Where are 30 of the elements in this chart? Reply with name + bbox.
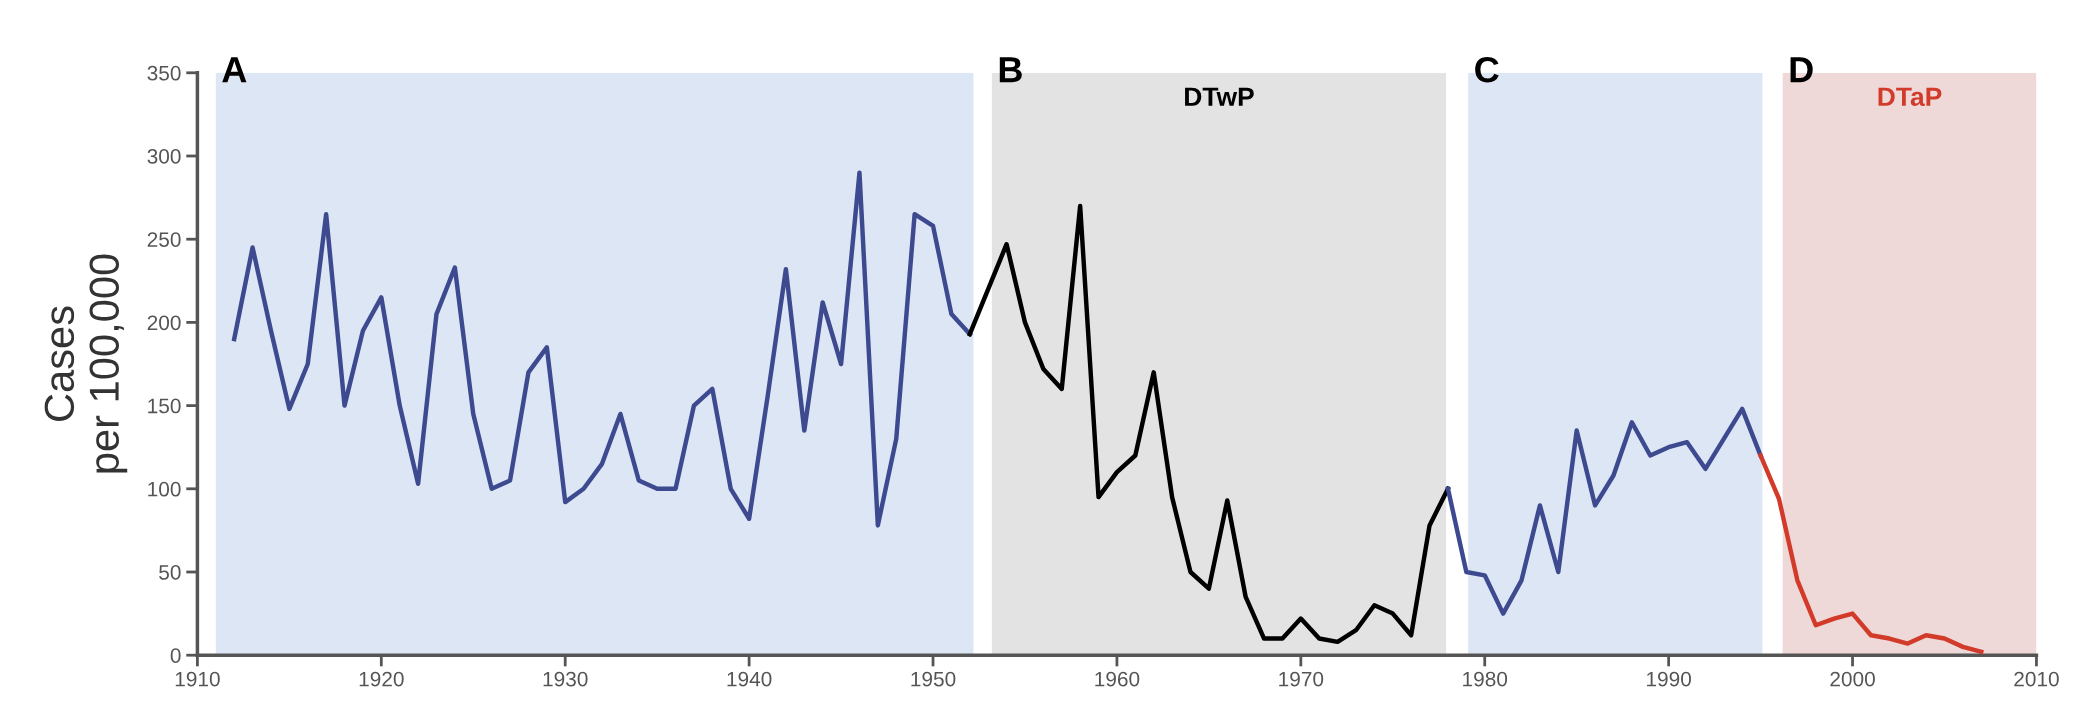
y-tick-label: 350 (147, 65, 181, 81)
y-tick-label: 100 (148, 481, 181, 497)
band-label: A (222, 57, 247, 83)
x-tick-label: 1920 (359, 671, 404, 687)
band-label: C (1475, 56, 1499, 83)
x-tick-label: 2000 (1830, 671, 1875, 687)
band-label: B (999, 57, 1022, 83)
annotation: DTaP (1878, 87, 1942, 107)
x-tick-label: 1930 (543, 671, 588, 687)
annotation: DTwP (1185, 87, 1254, 106)
x-tick-label: 1950 (911, 671, 956, 687)
y-tick-label: 300 (147, 149, 181, 164)
x-tick-label: 1940 (727, 671, 772, 687)
y-tick-label: 200 (147, 315, 181, 331)
y-tick-label: 0 (170, 648, 181, 663)
y-tick-label: 50 (159, 565, 181, 580)
line-series (231, 170, 973, 528)
line-series (967, 203, 1451, 645)
y-tick-label: 250 (147, 232, 181, 247)
x-tick-label: 1960 (1095, 671, 1140, 687)
x-tick-label: 2010 (2014, 671, 2059, 687)
band-label: D (1790, 57, 1813, 83)
x-tick-label: 1970 (1279, 671, 1324, 687)
line-series (1758, 453, 1984, 655)
x-tick-label: 1990 (1647, 671, 1691, 687)
x-tick-label: 1980 (1463, 671, 1508, 687)
line-series (1445, 406, 1763, 616)
y-axis-title: Cases per 100,000 (44, 254, 128, 473)
y-tick-label: 150 (148, 398, 181, 414)
x-tick-label: 1910 (175, 671, 220, 687)
